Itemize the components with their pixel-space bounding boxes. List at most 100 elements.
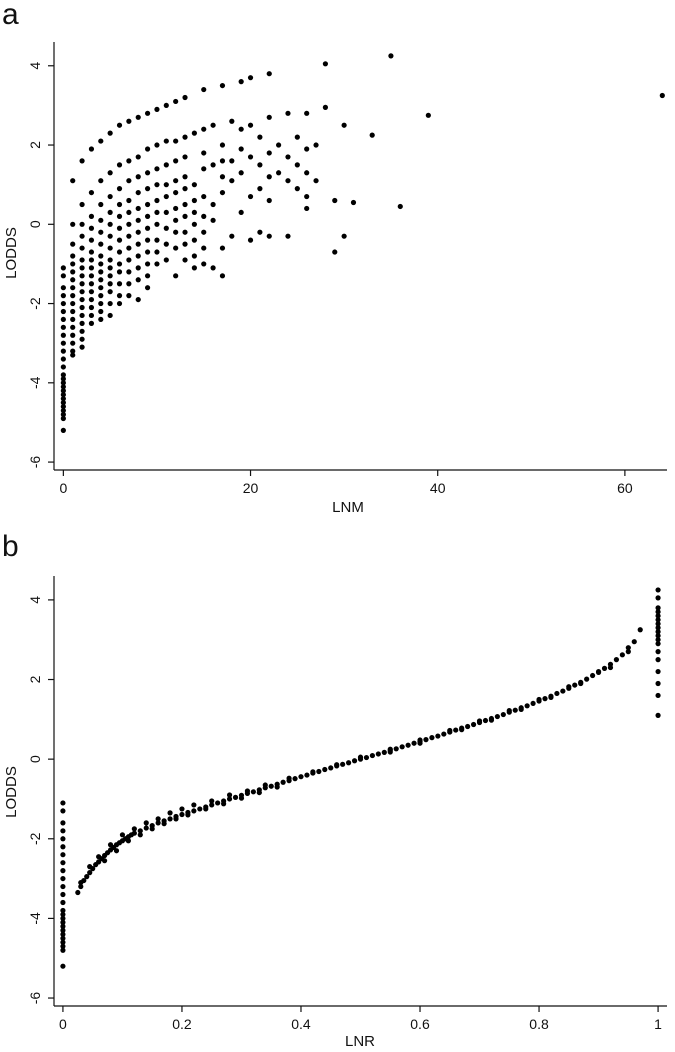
panel-a-data-point: [79, 289, 85, 295]
panel-a-data-point: [88, 146, 95, 152]
panel-b-data-point: [60, 868, 66, 874]
panel-b-data-point: [191, 808, 197, 814]
panel-b-label: b: [2, 530, 19, 563]
panel-b-data-point: [530, 700, 536, 707]
panel-a-data-point: [154, 249, 160, 255]
panel-a-data-point: [182, 201, 188, 208]
panel-a-data-point: [182, 134, 188, 140]
panel-b-data-point: [60, 860, 66, 866]
panel-a-data-point: [79, 328, 85, 334]
panel-a-data-point: [88, 296, 95, 303]
panel-b-data-point: [554, 690, 560, 697]
panel-b-data-point: [441, 731, 447, 737]
panel-a-data-point: [116, 122, 123, 128]
panel-b-data-point: [655, 649, 661, 655]
panel-a-data-point: [107, 130, 113, 136]
panel-b-data-point: [429, 735, 435, 741]
panel-a-data-point: [126, 197, 132, 204]
panel-a-data-point: [154, 182, 160, 188]
panel-b-data-point: [75, 889, 81, 896]
panel-b-data-point: [512, 707, 518, 713]
panel-a-data-point: [285, 154, 291, 160]
panel-a-data-point: [154, 221, 160, 227]
panel-a-data-point: [266, 197, 272, 204]
panel-b-data-point: [417, 740, 423, 746]
panel-b-data-point: [500, 711, 506, 718]
panel-a-data-point: [60, 300, 66, 307]
panel-b-data-point: [262, 782, 268, 788]
panel-a-data-point: [144, 285, 151, 291]
panel-a-data-point: [70, 178, 76, 184]
panel-a-data-point: [88, 289, 95, 295]
panel-b-data-point: [578, 680, 584, 687]
panel-a-data-point: [182, 241, 188, 247]
panel-a-data-point: [257, 134, 263, 140]
panel-b-data-point: [655, 595, 661, 601]
panel-a-data-point: [79, 221, 85, 227]
panel-b-x-tick-label: 0: [59, 1016, 67, 1032]
panel-a-data-point: [191, 237, 197, 243]
panel-a-data-point: [126, 178, 132, 184]
panel-a-data-point: [238, 170, 244, 176]
panel-a-data-point: [219, 273, 226, 279]
panel-b-data-point: [369, 752, 376, 759]
panel-b-data-point: [381, 749, 387, 755]
panel-a-data-point: [219, 142, 226, 148]
panel-a-data-point: [191, 130, 197, 136]
panel-b-data-point: [60, 907, 66, 914]
panel-b-data-point: [155, 820, 161, 826]
panel-b-data-point: [595, 668, 602, 675]
panel-a-data-point: [116, 293, 123, 299]
panel-b-data-point: [345, 760, 352, 766]
panel-a-data-point: [219, 245, 226, 251]
panel-b-data-point: [298, 774, 304, 780]
panel-a-data-point: [60, 407, 66, 414]
panel-b-data-point: [363, 754, 370, 761]
panel-b-data-point: [215, 800, 221, 806]
panel-b-data-point: [197, 806, 203, 812]
panel-a-data-point: [116, 237, 123, 243]
panel-a-data-point: [191, 221, 197, 227]
panel-a-data-point: [388, 53, 394, 59]
panel-a-data-point: [182, 186, 188, 192]
panel-a-data-point: [247, 122, 254, 128]
panel-b-y-tick-label: -4: [27, 912, 43, 925]
panel-a-data-point: [98, 269, 104, 275]
panel-b-data-point: [655, 680, 661, 687]
panel-b-data-point: [60, 800, 66, 806]
panel-a-data-point: [135, 217, 141, 223]
panel-b-data-point: [655, 605, 661, 611]
panel-a-data-point: [98, 300, 104, 307]
panel-a-data-point: [154, 166, 160, 172]
panel-b-data-point: [226, 796, 233, 802]
panel-a-data-point: [79, 304, 85, 311]
panel-a-data-point: [229, 158, 235, 164]
panel-b-data-point: [101, 858, 108, 864]
panel-b-data-point: [316, 768, 322, 775]
panel-a-data-point: [88, 189, 95, 196]
panel-b-y-tick-label: 4: [27, 596, 43, 604]
panel-b-data-point: [107, 842, 114, 848]
panel-a-data-point: [60, 316, 66, 323]
panel-a-data-point: [126, 269, 132, 275]
panel-b-data-point: [655, 712, 661, 718]
panel-b-data-point: [655, 668, 661, 675]
panel-b-data-point: [250, 789, 256, 795]
panel-a-data-point: [126, 257, 132, 263]
panel-a-data-point: [163, 209, 169, 216]
panel-a-data-point: [79, 265, 85, 271]
panel-a-data-point: [60, 403, 66, 410]
panel-a-data-point: [60, 265, 66, 271]
panel-a-data-point: [182, 154, 188, 160]
panel-b-data-point: [256, 789, 262, 796]
panel-a-data-point: [144, 110, 151, 116]
panel-a-data-point: [88, 213, 95, 219]
panel-b-y-tick-label: -6: [27, 992, 43, 1005]
panel-b-data-point: [619, 652, 625, 658]
panel-b-data-point: [584, 676, 590, 682]
panel-a-data-point: [107, 273, 113, 279]
panel-a-data-point: [60, 427, 66, 433]
panel-b-data-point: [60, 919, 66, 925]
panel-a-data-point: [219, 189, 226, 196]
panel-b-x-tick-label: 0.8: [529, 1016, 549, 1032]
